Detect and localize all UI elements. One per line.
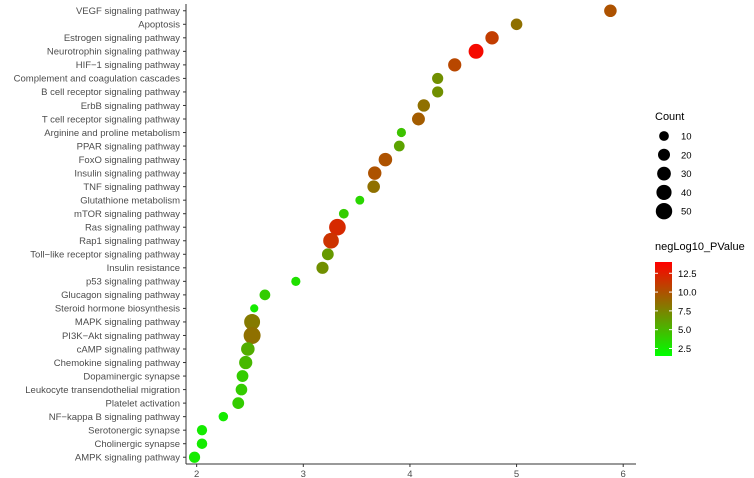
pvalue-legend-label: 5.0 [678,325,691,336]
data-point [316,261,329,274]
data-point [239,355,253,370]
category-label: Ras signaling pathway [85,223,180,234]
category-label: AMPK signaling pathway [75,453,180,464]
data-point [417,99,430,112]
data-point [448,58,462,72]
data-point [396,127,407,138]
pvalue-legend-label: 12.5 [678,269,697,280]
x-tick-label: 3 [301,469,306,478]
count-legend-dot [657,166,671,181]
category-label: Steroid hormone biosynthesis [55,304,180,315]
pvalue-legend: negLog10_PValue 2.5 5.0 7.5 10.0 12.5 [655,241,745,356]
data-point [243,326,261,344]
count-legend-label: 40 [681,188,692,199]
data-point [321,248,334,261]
x-tick-label: 5 [514,469,519,478]
category-label: TNF signaling pathway [83,182,180,193]
x-tick-label: 2 [194,469,199,478]
category-labels: VEGF signaling pathway Apoptosis Estrogen … [14,6,186,464]
count-legend-dot [659,131,669,141]
category-label: Estrogen signaling pathway [64,33,180,44]
data-point [241,342,255,356]
category-label: Arginine and proline metabolism [44,128,180,139]
data-point [485,31,499,45]
category-label: Complement and coagulation cascades [14,74,181,85]
data-point [323,232,339,249]
category-label: VEGF signaling pathway [76,6,180,17]
data-point [232,397,245,410]
category-label: PPAR signaling pathway [77,141,181,152]
category-label: ErbB signaling pathway [81,101,181,112]
data-point [338,208,349,219]
x-axis-ticks: 2 3 4 5 6 [194,464,626,478]
count-legend-title: Count [655,111,684,123]
category-label: Neurotrophin signaling pathway [47,47,180,58]
category-label: cAMP signaling pathway [77,344,181,355]
count-legend-dot [655,202,673,220]
x-tick-label: 6 [621,469,626,478]
category-label: B cell receptor signaling pathway [41,87,180,98]
category-label: Chemokine signaling pathway [54,358,180,369]
category-label: Apoptosis [138,20,180,31]
data-point [218,411,229,422]
category-label: Dopaminergic synapse [83,371,180,382]
data-point [291,276,301,286]
data-point [378,152,393,167]
category-label: Toll−like receptor signaling pathway [30,250,180,261]
data-point [412,112,425,126]
data-points [188,4,617,463]
category-label: MAPK signaling pathway [75,317,180,328]
data-point [393,140,405,152]
data-point [244,313,261,330]
category-label: FoxO signaling pathway [79,155,181,166]
category-label: NF−kappa B signaling pathway [49,412,180,423]
data-point [468,43,484,59]
data-point [510,18,523,31]
category-label: Glutathione metabolism [80,195,180,206]
count-legend-dot [658,148,670,161]
data-point [432,86,444,98]
data-point [367,180,380,193]
count-legend-label: 20 [681,150,692,161]
data-point [259,289,271,301]
category-label: Leukocyte transendothelial migration [25,385,180,396]
data-point [368,166,382,180]
data-point [196,438,208,449]
count-legend-dot [656,184,672,200]
data-point [250,304,259,313]
data-point [432,72,444,85]
data-point [235,383,248,396]
data-point [196,425,208,436]
pvalue-legend-label: 7.5 [678,306,691,317]
x-tick-label: 4 [407,469,412,478]
pvalue-legend-title: negLog10_PValue [655,241,745,253]
count-legend-label: 50 [681,207,692,218]
pvalue-colorbar [655,262,672,356]
category-label: PI3K−Akt signaling pathway [62,331,180,342]
count-legend: Count 10 20 30 40 50 [655,111,692,220]
category-label: p53 signaling pathway [86,277,180,288]
count-legend-label: 30 [681,169,692,180]
count-legend-label: 10 [681,132,692,143]
data-point [355,195,365,205]
category-label: mTOR signaling pathway [74,209,180,220]
data-point [188,451,201,463]
pvalue-legend-label: 10.0 [678,288,697,299]
category-label: Platelet activation [106,398,180,409]
category-label: Rap1 signaling pathway [79,236,180,247]
category-label: Glucagon signaling pathway [61,290,180,301]
data-point [604,4,617,18]
pvalue-legend-label: 2.5 [678,344,691,355]
category-label: Cholinergic synapse [94,439,180,450]
data-point [236,370,249,382]
category-label: Insulin signaling pathway [74,168,180,179]
category-label: Insulin resistance [107,263,180,274]
category-label: T cell receptor signaling pathway [42,114,180,125]
data-point [329,218,346,236]
category-label: HIF−1 signaling pathway [76,60,181,71]
category-label: Serotonergic synapse [88,425,180,436]
